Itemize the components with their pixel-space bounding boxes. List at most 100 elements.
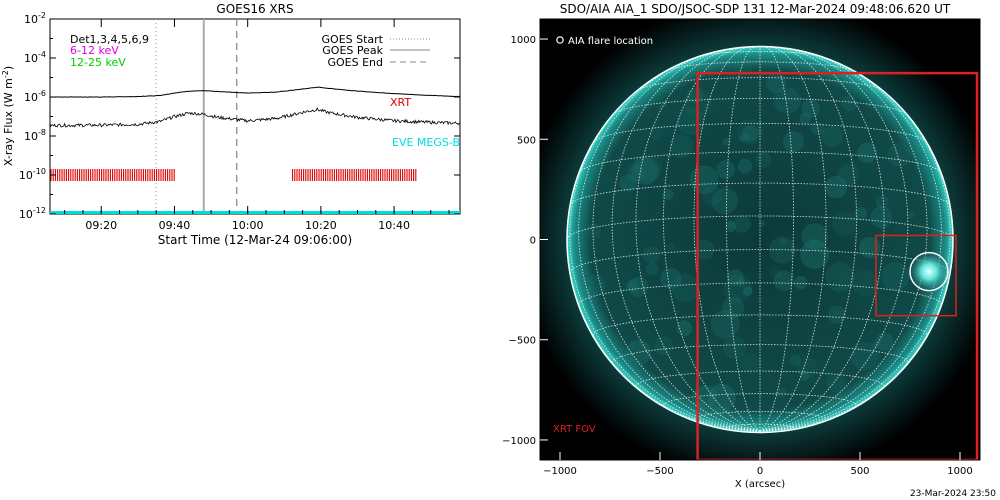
disk-texture <box>723 274 753 304</box>
xrt-fov-label: XRT FOV <box>553 424 596 435</box>
disk-texture <box>783 131 804 153</box>
x-tick-label: 10:00 <box>232 219 264 232</box>
y-tick-exponent: -10 <box>33 167 46 176</box>
x-tick-label: 09:20 <box>85 219 117 232</box>
legend-6-12kev: 6-12 keV <box>70 44 119 57</box>
y-axis-label-text: X-ray Flux (W m <box>2 78 15 166</box>
latitude-line <box>592 314 928 336</box>
aia-y-tick-label: −1000 <box>502 436 536 447</box>
flare-brightening <box>907 249 951 294</box>
footer-timestamp: 23-Mar-2024 23:50 <box>910 489 996 499</box>
longitude-line <box>569 81 761 432</box>
disk-texture <box>801 99 820 119</box>
longitude-line <box>611 48 761 432</box>
aia-y-tick-label: 0 <box>530 236 536 247</box>
latitude-line <box>569 182 951 206</box>
disk-texture <box>881 261 910 291</box>
disk-texture <box>794 275 808 290</box>
disk-texture <box>687 87 704 104</box>
disk-texture <box>725 221 736 233</box>
aia-x-tick-label: 500 <box>850 466 869 477</box>
y-tick-base: 10 <box>19 169 33 182</box>
y-tick-base: 10 <box>24 130 38 143</box>
aia-x-tick-label: 0 <box>757 466 763 477</box>
y-tick-exponent: -12 <box>33 206 46 215</box>
flare-region-box <box>875 234 957 317</box>
x-tick-label: 09:40 <box>159 219 191 232</box>
aia-x-tick-label: −500 <box>646 466 673 477</box>
aia-y-tick-label: −500 <box>509 336 536 347</box>
longitude-line <box>759 48 909 432</box>
x-tick-label: 10:40 <box>378 219 410 232</box>
disk-texture <box>870 206 893 229</box>
y-tick-label: 10-10 <box>19 167 46 182</box>
disk-texture <box>701 185 723 207</box>
disk-texture <box>821 125 843 148</box>
longitude-line <box>759 81 951 432</box>
solar-disk <box>567 46 953 433</box>
disk-texture <box>671 273 700 303</box>
latitude-line <box>693 411 827 420</box>
goes-series-1 <box>49 106 461 128</box>
aia-y-tick-label: 1000 <box>511 35 536 46</box>
y-tick-label: 10-4 <box>24 50 46 65</box>
y-tick-base: 10 <box>24 52 38 65</box>
disk-texture <box>707 383 736 413</box>
legend-12-25kev: 12-25 keV <box>70 56 126 69</box>
disk-texture <box>732 56 753 76</box>
disk-texture <box>619 174 637 192</box>
disk-texture <box>645 262 659 276</box>
disk-texture <box>872 341 880 349</box>
xrt-label: XRT <box>390 96 411 109</box>
disk-texture <box>832 211 857 236</box>
disk-texture <box>800 239 830 269</box>
disk-texture <box>773 87 801 114</box>
disk-texture <box>799 112 811 125</box>
goes-plot-frame <box>49 18 461 215</box>
aia-x-axis-label: X (arcsec) <box>735 479 785 490</box>
disk-texture <box>768 236 796 264</box>
disk-texture <box>850 341 879 371</box>
disk-texture <box>801 223 828 250</box>
disk-texture <box>758 220 765 227</box>
y-axis-label-close: ) <box>2 66 15 70</box>
disk-texture <box>654 96 668 110</box>
disk-texture <box>769 266 782 278</box>
eve-megs-label: EVE MEGS-B <box>392 136 460 149</box>
longitude-line <box>759 46 857 432</box>
disk-texture <box>827 305 846 324</box>
disk-texture <box>742 125 759 142</box>
aia-title: SDO/AIA AIA_1 SDO/JSOC-SDP 131 12-Mar-20… <box>560 2 951 16</box>
disk-texture <box>789 354 801 366</box>
x-tick-label: 10:20 <box>305 219 337 232</box>
disk-texture <box>726 219 735 228</box>
longitude-line <box>663 46 761 432</box>
disk-texture <box>773 270 795 291</box>
disk-texture <box>726 269 744 287</box>
disk-texture <box>875 332 894 352</box>
y-tick-exponent: -2 <box>38 11 46 20</box>
disk-texture <box>710 309 740 339</box>
disk-texture <box>716 160 735 179</box>
aia-y-tick-label: 500 <box>517 135 536 146</box>
disk-texture <box>857 142 878 163</box>
y-tick-label: 10-2 <box>24 11 46 26</box>
goes-y-axis-label: X-ray Flux (W m-2) <box>1 66 15 166</box>
disk-texture <box>875 195 889 209</box>
disk-texture <box>739 352 762 375</box>
latitude-line <box>637 77 883 91</box>
disk-texture <box>907 211 915 219</box>
disk-texture <box>837 163 860 186</box>
disk-texture <box>633 153 663 182</box>
disk-texture <box>930 230 938 238</box>
disk-texture <box>854 207 867 221</box>
y-tick-base: 10 <box>24 13 38 26</box>
flare-location-legend: AIA flare location <box>568 36 653 47</box>
disk-texture <box>722 137 731 146</box>
disk-texture <box>584 274 606 297</box>
disk-texture <box>826 373 845 393</box>
disk-texture <box>676 107 705 136</box>
disk-texture <box>851 269 879 297</box>
disk-texture <box>625 339 652 366</box>
